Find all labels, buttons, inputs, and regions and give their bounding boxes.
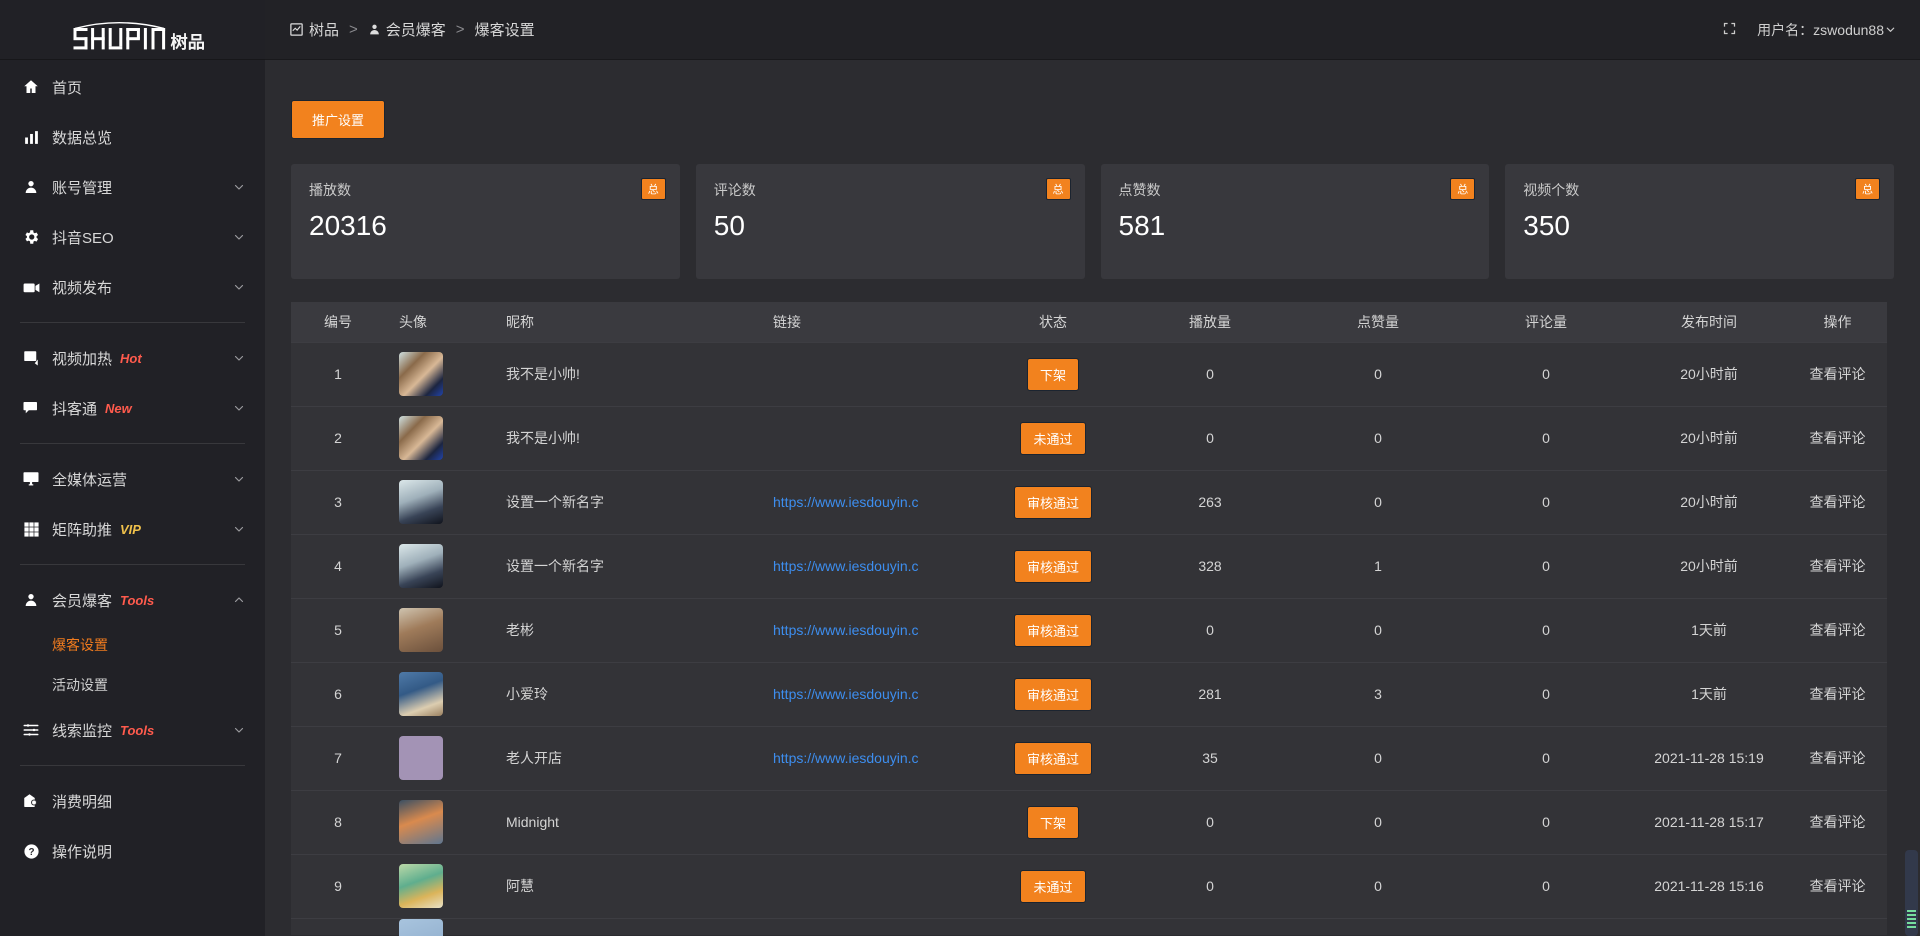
svg-text:树品: 树品 xyxy=(171,31,205,49)
svg-text:?: ? xyxy=(28,847,34,858)
